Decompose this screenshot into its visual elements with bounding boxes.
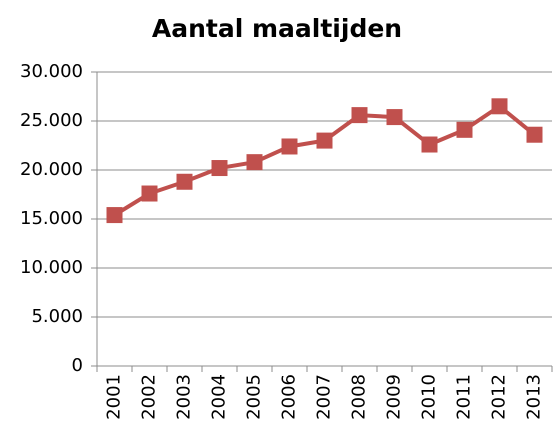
marker bbox=[316, 132, 333, 149]
marker bbox=[211, 160, 228, 177]
y-tick-label: 30.000 bbox=[20, 61, 83, 82]
x-tick-label: 2011 bbox=[454, 374, 475, 420]
y-tick-label: 5.000 bbox=[31, 306, 83, 327]
x-tick-label: 2010 bbox=[419, 374, 440, 420]
y-tick-label: 10.000 bbox=[20, 257, 83, 278]
x-tick-label: 2004 bbox=[209, 374, 230, 420]
y-tick-label: 20.000 bbox=[20, 159, 83, 180]
y-tick-label: 0 bbox=[72, 355, 83, 376]
x-tick-label: 2012 bbox=[489, 374, 510, 420]
x-tick-label: 2007 bbox=[314, 374, 335, 420]
marker bbox=[526, 126, 543, 143]
x-tick-label: 2008 bbox=[349, 374, 370, 420]
marker bbox=[456, 121, 473, 138]
y-tick-label: 25.000 bbox=[20, 110, 83, 131]
marker bbox=[106, 207, 123, 224]
x-tick-label: 2009 bbox=[384, 374, 405, 420]
x-tick-label: 2005 bbox=[244, 374, 265, 420]
marker bbox=[176, 173, 193, 190]
x-tick-label: 2001 bbox=[104, 374, 125, 420]
x-tick-label: 2003 bbox=[174, 374, 195, 420]
marker bbox=[386, 109, 403, 126]
marker bbox=[491, 98, 508, 115]
x-tick-label: 2006 bbox=[279, 374, 300, 420]
marker bbox=[141, 185, 158, 202]
marker bbox=[246, 154, 263, 171]
marker bbox=[421, 136, 438, 153]
marker bbox=[351, 107, 368, 124]
x-tick-label: 2013 bbox=[524, 374, 545, 420]
y-tick-label: 15.000 bbox=[20, 208, 83, 229]
chart-title: Aantal maaltijden bbox=[152, 14, 402, 43]
marker bbox=[281, 138, 298, 155]
x-tick-label: 2002 bbox=[139, 374, 160, 420]
